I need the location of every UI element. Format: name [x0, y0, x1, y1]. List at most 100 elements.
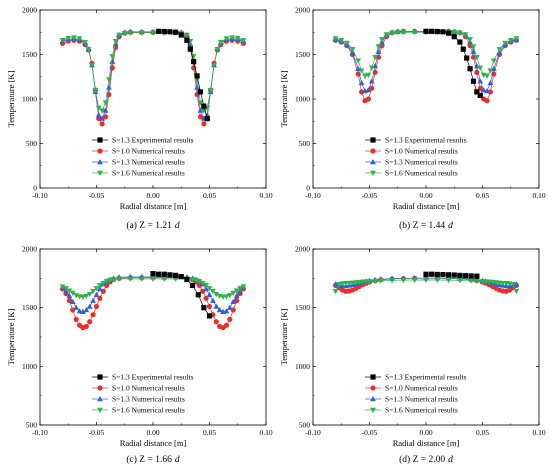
data-point-s16	[106, 77, 112, 83]
legend: S=1.3 Experimental results S=1.0 Numerica…	[92, 373, 194, 415]
data-point-s16	[445, 277, 452, 284]
data-point-s16	[109, 54, 116, 60]
data-point-s13	[95, 112, 102, 118]
y-tick-label: 1500	[295, 50, 310, 59]
y-tick-label: 500	[26, 421, 38, 430]
x-tick-label: 0.05	[203, 428, 216, 437]
data-point-experimental	[191, 59, 197, 65]
y-tick-label: 2000	[22, 245, 37, 254]
data-point-s16	[389, 30, 395, 36]
data-point-s13	[99, 115, 106, 121]
legend-marker-s10	[97, 385, 103, 391]
data-point-s16	[209, 289, 216, 295]
legend-label-s16: S=1.6 Numerical results	[385, 169, 458, 178]
data-point-experimental	[178, 273, 184, 280]
data-point-s10	[73, 316, 79, 322]
caption-prefix: (a) Z = 1.21	[126, 220, 172, 231]
data-point-s16	[451, 30, 458, 36]
series-line-s16	[62, 32, 244, 112]
data-point-experimental	[446, 30, 452, 36]
data-point-experimental	[150, 271, 156, 277]
legend-marker-s13	[97, 396, 103, 402]
data-point-s16	[358, 68, 365, 74]
data-point-s16	[365, 72, 372, 78]
legend-label-experimental: S=1.3 Experimental results	[385, 136, 467, 145]
data-point-s16	[211, 62, 217, 69]
y-tick-label: 2000	[22, 6, 37, 15]
data-point-s16	[127, 276, 134, 282]
data-point-experimental	[189, 282, 196, 288]
data-point-s13	[480, 87, 487, 93]
data-point-s13	[484, 87, 490, 94]
data-point-s13	[76, 308, 83, 314]
data-point-s16	[184, 32, 190, 38]
legend-label-s10: S=1.0 Numerical results	[385, 384, 458, 393]
data-point-s16	[121, 30, 128, 37]
data-point-s10	[201, 121, 207, 127]
series-s16	[59, 30, 247, 114]
data-point-s16	[59, 38, 66, 44]
data-point-s16	[473, 54, 480, 61]
x-tick-label: -0.10	[305, 191, 321, 200]
legend: S=1.3 Experimental results S=1.0 Numerica…	[365, 373, 467, 415]
data-point-s16	[116, 32, 122, 38]
data-point-s16	[223, 294, 230, 300]
y-tick-label: 0	[306, 184, 310, 193]
data-point-s13	[86, 303, 93, 309]
data-point-experimental	[187, 46, 193, 52]
data-point-s16	[100, 280, 107, 287]
data-point-s10	[83, 323, 89, 330]
data-point-s16	[394, 30, 401, 36]
x-tick-label: 0.00	[146, 191, 159, 200]
data-point-experimental	[429, 271, 435, 277]
data-point-s13	[375, 48, 382, 55]
data-point-s16	[199, 280, 206, 287]
caption-var: d	[175, 221, 180, 231]
legend-marker-s16	[97, 170, 103, 176]
data-point-experimental	[470, 78, 477, 84]
series-experimental	[423, 28, 483, 99]
data-point-s13	[69, 298, 76, 304]
x-tick-label: -0.05	[362, 191, 378, 200]
data-point-s13	[203, 285, 210, 292]
data-point-s16	[200, 108, 207, 114]
data-point-s13	[470, 48, 477, 55]
data-point-s16	[233, 288, 240, 294]
data-point-s10	[484, 98, 490, 104]
series-experimental	[156, 28, 210, 122]
legend-label-experimental: S=1.3 Experimental results	[112, 373, 194, 382]
data-point-s16	[217, 39, 224, 46]
data-point-s10	[203, 295, 209, 301]
caption-prefix: (c) Z = 1.66	[126, 454, 172, 465]
data-point-experimental	[468, 273, 474, 279]
data-point-s13	[102, 107, 109, 113]
data-point-experimental	[462, 273, 469, 279]
data-point-s16	[355, 58, 362, 64]
y-tick-label: 2000	[295, 6, 310, 15]
legend-label-s10: S=1.0 Numerical results	[385, 147, 458, 156]
x-tick-label: -0.10	[32, 191, 48, 200]
data-point-experimental	[197, 89, 204, 95]
y-tick-label: 500	[299, 139, 311, 148]
data-point-s16	[434, 277, 441, 283]
data-point-experimental	[423, 28, 429, 34]
data-point-s16	[230, 290, 237, 296]
legend-label-experimental: S=1.3 Experimental results	[385, 373, 467, 382]
data-point-s13	[93, 291, 100, 297]
data-point-s10	[197, 114, 204, 120]
data-point-s16	[379, 37, 385, 43]
x-tick-label: 0.00	[419, 428, 432, 437]
data-point-s16	[372, 54, 379, 61]
data-point-s13	[80, 308, 86, 314]
data-point-s10	[223, 322, 230, 328]
data-point-s16	[372, 278, 379, 285]
data-point-s13	[209, 297, 216, 303]
y-tick-label: 0	[33, 184, 37, 193]
legend-label-s13: S=1.3 Numerical results	[112, 395, 185, 404]
data-point-s10	[369, 85, 375, 91]
data-point-s16	[172, 276, 179, 282]
caption-var: d	[175, 455, 180, 465]
data-point-s10	[99, 121, 105, 127]
data-point-s16	[240, 284, 247, 290]
